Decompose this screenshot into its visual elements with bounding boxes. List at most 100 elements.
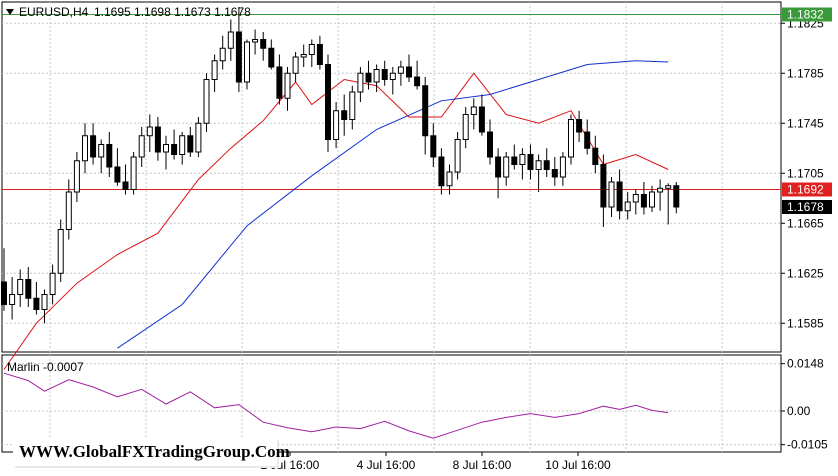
y-tick-label: 1.1785 (787, 66, 824, 80)
candle-body (300, 54, 307, 58)
candle-body (268, 47, 275, 68)
candle-body (292, 56, 299, 74)
x-tick-label: 8 Jul 16:00 (453, 458, 512, 472)
slow-ma-line (117, 60, 669, 349)
candle-body (211, 60, 218, 80)
candle-body (422, 85, 429, 137)
indicator-tick-label: -0.0105 (787, 438, 828, 452)
candle-body (171, 144, 178, 155)
current-price-label: 1.1678 (787, 200, 824, 214)
y-tick-label: 1.1745 (787, 116, 824, 130)
red-level-label: 1.1692 (787, 183, 824, 197)
candle-body (559, 156, 566, 178)
candle-body (333, 110, 340, 140)
candle-body (592, 147, 599, 165)
green-level-box (782, 7, 832, 22)
candle-body (373, 69, 380, 83)
candle-body (130, 156, 137, 190)
candle-body (138, 135, 145, 158)
candle-body (487, 131, 493, 158)
candle-body (49, 272, 56, 295)
candle-body (17, 279, 24, 295)
candle-body (90, 135, 97, 158)
candle-body (9, 294, 16, 305)
candle-body (543, 160, 550, 170)
candle-body (187, 135, 194, 153)
candle-body (616, 181, 623, 212)
candle-body (203, 79, 210, 124)
candle-body (244, 41, 250, 83)
candle-body (57, 229, 64, 274)
y-tick-label: 1.1625 (787, 266, 824, 280)
candle-body (478, 106, 485, 133)
fast-ma-line (3, 72, 669, 370)
y-tick-label: 1.1585 (787, 316, 824, 330)
candle-body (357, 72, 364, 93)
candle-body (527, 154, 534, 170)
candle-body (146, 126, 153, 137)
indicator-tick-label: 0.0148 (787, 357, 824, 371)
candle-body (568, 119, 574, 158)
candle-body (430, 135, 437, 158)
candle-body (608, 181, 615, 208)
candle-body (106, 144, 113, 168)
candle-body (446, 171, 453, 187)
candle-body (163, 144, 169, 153)
candle-body (551, 169, 558, 178)
candle-body (397, 66, 404, 74)
header-ohlc: 1.1695 1.1698 1.1673 1.1678 (94, 5, 251, 19)
candle-body (65, 191, 72, 230)
candle-body (41, 294, 48, 310)
candle-body (495, 156, 502, 178)
candle-body (114, 166, 121, 183)
candle-body (33, 297, 40, 310)
candle-body (454, 139, 461, 173)
current-price-box (782, 200, 832, 214)
watermark: WWW.GlobalFXTradingGroup.Com (13, 438, 290, 466)
candle-body (73, 160, 80, 193)
candle-body (535, 160, 542, 170)
candle-body (25, 279, 32, 299)
candle-body (308, 44, 315, 55)
candle-body (252, 39, 259, 43)
candle-body (284, 72, 291, 99)
marlin-line (3, 372, 669, 439)
candle-body (503, 156, 510, 178)
candle-body (235, 31, 242, 83)
y-tick-label: 1.1665 (787, 216, 824, 230)
candle-body (649, 191, 655, 208)
candle-body (219, 47, 226, 62)
candle-body (316, 44, 323, 65)
candle-body (511, 156, 518, 165)
candle-body (640, 194, 647, 208)
candle-body (584, 131, 591, 149)
candle-body (438, 156, 445, 187)
candle-body (341, 110, 348, 120)
candle-body (381, 69, 388, 80)
candle-body (673, 185, 680, 208)
candle-body (122, 181, 129, 190)
candle-body (227, 31, 234, 49)
candle-body (406, 66, 412, 78)
candle-body (365, 72, 372, 83)
y-tick-label: 1.1705 (787, 166, 824, 180)
candle-body (624, 201, 631, 212)
candle-body (260, 39, 267, 49)
candle-body (154, 126, 161, 153)
candle-body (632, 194, 639, 203)
candle-body (519, 154, 526, 165)
indicator-plot-area (1, 354, 782, 453)
candle-body (576, 119, 583, 133)
collapse-triangle-icon[interactable] (6, 9, 14, 15)
indicator-label: Marlin -0.0007 (7, 360, 84, 374)
candle-body (665, 185, 672, 189)
candle-body (349, 91, 356, 120)
candle-body (98, 144, 105, 158)
red-level-box (782, 182, 832, 197)
candle-body (1, 281, 7, 305)
candle-body (414, 76, 421, 87)
header-symbol: EURUSD,H4 (19, 5, 89, 19)
candle-body (195, 122, 202, 153)
candle-body (276, 66, 283, 99)
